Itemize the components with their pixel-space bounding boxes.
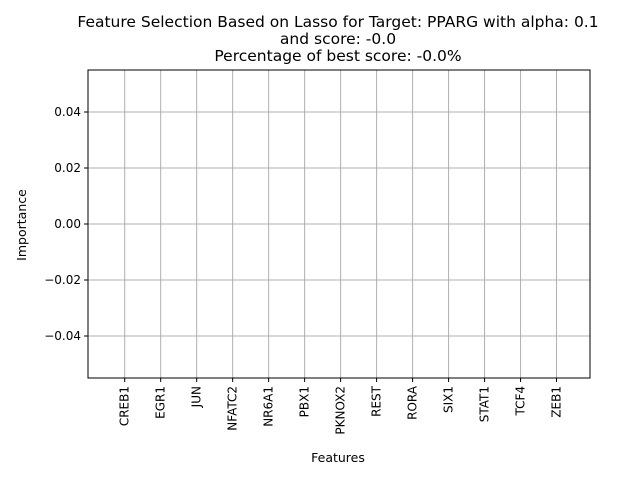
y-axis-label: Importance bbox=[14, 189, 29, 261]
y-tick-label: 0.00 bbox=[54, 217, 81, 231]
title-line: Percentage of best score: -0.0% bbox=[214, 47, 461, 65]
y-tick-label: 0.04 bbox=[54, 105, 81, 119]
title-line: Feature Selection Based on Lasso for Tar… bbox=[77, 13, 598, 31]
x-tick-label: JUN bbox=[190, 386, 204, 408]
y-tick-label: 0.02 bbox=[54, 161, 81, 175]
x-axis-label: Features bbox=[311, 450, 365, 465]
x-tick-label: ZEB1 bbox=[550, 386, 564, 418]
chart-title: Feature Selection Based on Lasso for Tar… bbox=[77, 13, 598, 65]
x-tick-label: PBX1 bbox=[298, 386, 312, 417]
title-line: and score: -0.0 bbox=[280, 30, 396, 48]
x-tick-label: NFATC2 bbox=[226, 386, 240, 431]
x-tick-label: TCF4 bbox=[514, 386, 528, 417]
y-axis: −0.04 −0.02 0.00 0.02 0.04 bbox=[44, 105, 88, 343]
y-tick-label: −0.04 bbox=[44, 329, 81, 343]
x-axis: CREB1 EGR1 JUN NFATC2 NR6A1 PBX1 PKNOX2 REST ROR… bbox=[118, 378, 564, 435]
x-tick-label: EGR1 bbox=[154, 386, 168, 419]
x-tick-label: NR6A1 bbox=[262, 386, 276, 427]
x-tick-label: CREB1 bbox=[118, 386, 132, 426]
x-tick-label: REST bbox=[370, 385, 384, 417]
x-tick-label: STAT1 bbox=[478, 386, 492, 422]
grid bbox=[88, 70, 590, 378]
x-tick-label: SIX1 bbox=[442, 386, 456, 413]
x-tick-label: RORA bbox=[406, 385, 420, 420]
y-tick-label: −0.02 bbox=[44, 273, 81, 287]
x-tick-label: PKNOX2 bbox=[334, 386, 348, 435]
